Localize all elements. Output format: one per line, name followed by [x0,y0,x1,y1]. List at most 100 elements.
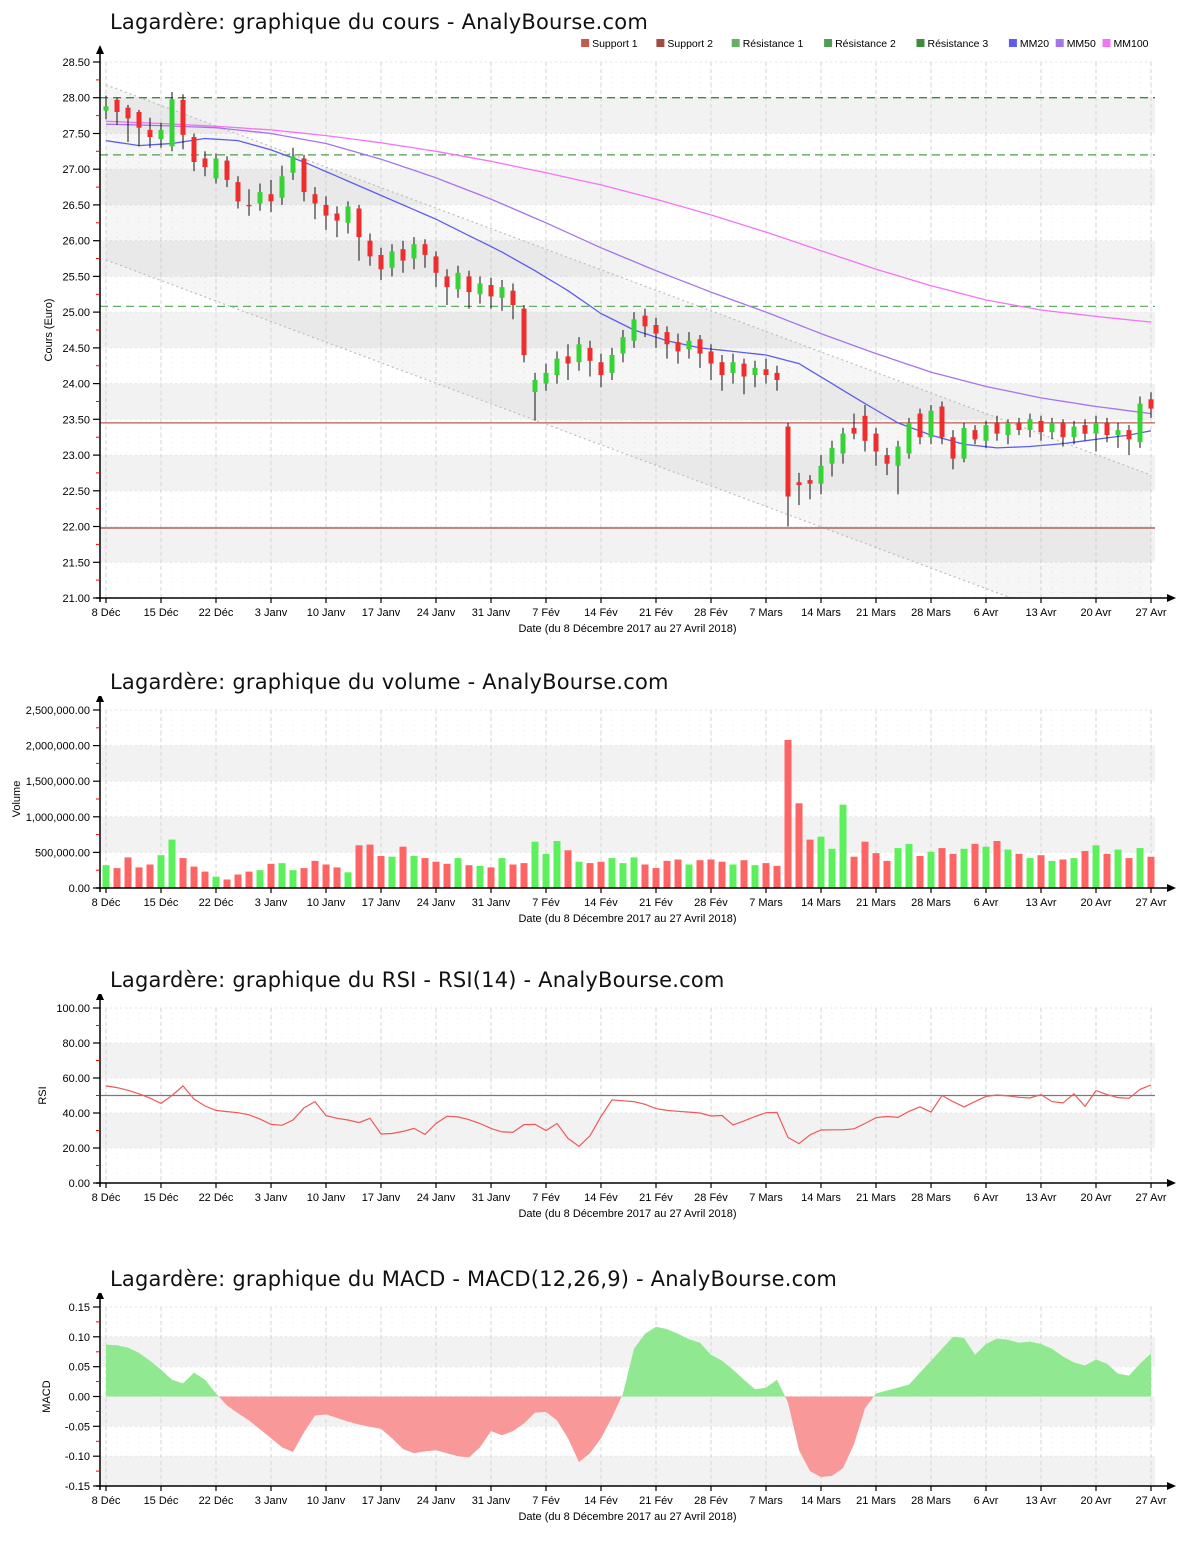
svg-text:7 Mars: 7 Mars [749,607,783,619]
macd-section: Lagardère: graphique du MACD - MACD(12,2… [0,1267,1200,1532]
svg-text:22 Déc: 22 Déc [199,1192,234,1204]
svg-text:28 Mars: 28 Mars [911,897,951,909]
svg-text:25.00: 25.00 [62,307,90,319]
svg-text:6 Avr: 6 Avr [974,1495,999,1507]
mm50-line [105,123,1152,415]
svg-text:21.50: 21.50 [62,557,90,569]
svg-text:MM20: MM20 [1020,38,1049,50]
svg-text:10 Janv: 10 Janv [307,897,346,909]
svg-text:6 Avr: 6 Avr [974,607,999,619]
svg-text:0.00: 0.00 [69,1392,90,1404]
rsi-chart-canvas: 0.00 20.00 40.00 60.00 80.00 100.00 8 Déc 15 Dé… [37,994,1176,1220]
svg-text:80.00: 80.00 [62,1038,90,1050]
svg-text:21.00: 21.00 [62,593,90,605]
svg-text:60.00: 60.00 [62,1073,90,1085]
svg-text:17 Janv: 17 Janv [362,897,401,909]
price-legend: Support 1 Support 2 Résistance 1 Résistance… [581,38,1149,50]
rsi-section: Lagardère: graphique du RSI - RSI(14) - … [0,968,1200,1229]
svg-text:20.00: 20.00 [62,1143,90,1155]
svg-text:20 Avr: 20 Avr [1081,897,1112,909]
svg-text:8 Déc: 8 Déc [92,897,121,909]
rsi-chart-title: Lagardère: graphique du RSI - RSI(14) - … [110,968,725,992]
svg-text:3 Janv: 3 Janv [255,1192,288,1204]
svg-text:1,500,000.00: 1,500,000.00 [26,776,90,788]
svg-text:7 Fév: 7 Fév [532,1495,560,1507]
price-chart: Support 1 Support 2 Résistance 1 Résistance… [0,36,1200,644]
svg-text:10 Janv: 10 Janv [307,1495,346,1507]
svg-text:28.00: 28.00 [62,93,90,105]
svg-text:0.15: 0.15 [69,1302,90,1314]
svg-text:28 Fév: 28 Fév [694,1192,728,1204]
svg-text:500,000.00: 500,000.00 [35,847,90,859]
svg-text:15 Déc: 15 Déc [144,897,179,909]
svg-text:28 Fév: 28 Fév [694,897,728,909]
svg-text:31 Janv: 31 Janv [472,1495,511,1507]
svg-text:27.50: 27.50 [62,129,90,141]
svg-text:17 Janv: 17 Janv [362,607,401,619]
svg-text:27 Avr: 27 Avr [1136,897,1167,909]
svg-text:27.00: 27.00 [62,164,90,176]
svg-text:31 Janv: 31 Janv [472,897,511,909]
svg-text:7 Mars: 7 Mars [749,1495,783,1507]
cours-chart-canvas: Support 1 Support 2 Résistance 1 Résistance… [43,38,1176,635]
svg-text:24.50: 24.50 [62,343,90,355]
svg-text:26.00: 26.00 [62,236,90,248]
svg-text:100.00: 100.00 [56,1003,90,1015]
svg-text:Date (du 8 Décembre 2017 au 27: Date (du 8 Décembre 2017 au 27 Avril 201… [518,1511,736,1523]
svg-text:Date (du 8 Décembre 2017 au 27: Date (du 8 Décembre 2017 au 27 Avril 201… [518,913,736,925]
svg-text:28 Mars: 28 Mars [911,1192,951,1204]
svg-text:MM50: MM50 [1067,38,1096,50]
svg-text:22.50: 22.50 [62,486,90,498]
macd-positive-area [106,1326,1151,1397]
svg-text:Résistance 1: Résistance 1 [743,38,804,50]
svg-text:24 Janv: 24 Janv [417,1495,456,1507]
price-section: Lagardère: graphique du cours - AnalyBou… [0,10,1200,644]
svg-text:7 Fév: 7 Fév [532,897,560,909]
svg-text:7 Fév: 7 Fév [532,1192,560,1204]
volume-bars [102,739,1155,888]
macd-chart-canvas: -0.15 -0.10 -0.05 0.00 0.05 0.10 0.15 8 Déc 15 D… [41,1293,1176,1523]
svg-text:-0.05: -0.05 [65,1421,90,1433]
svg-text:Date (du 8 Décembre 2017 au 27: Date (du 8 Décembre 2017 au 27 Avril 201… [518,623,736,635]
svg-text:28 Fév: 28 Fév [694,1495,728,1507]
svg-text:17 Janv: 17 Janv [362,1495,401,1507]
svg-text:21 Fév: 21 Fév [639,607,673,619]
svg-text:25.50: 25.50 [62,271,90,283]
svg-text:21 Mars: 21 Mars [856,607,896,619]
mm20-line [105,137,1152,449]
svg-text:22 Déc: 22 Déc [199,897,234,909]
svg-text:22 Déc: 22 Déc [199,1495,234,1507]
svg-text:23.00: 23.00 [62,450,90,462]
svg-text:28 Mars: 28 Mars [911,607,951,619]
svg-text:8 Déc: 8 Déc [92,1495,121,1507]
analybourse-page: Lagardère: graphique du cours - AnalyBou… [0,10,1200,1532]
volume-chart: 0.00 500,000.00 1,000,000.00 1,500,000.00 2,… [0,696,1200,934]
svg-text:24 Janv: 24 Janv [417,1192,456,1204]
svg-text:14 Mars: 14 Mars [801,897,841,909]
macd-chart-title: Lagardère: graphique du MACD - MACD(12,2… [110,1267,838,1291]
svg-text:MM100: MM100 [1114,38,1149,50]
svg-text:15 Déc: 15 Déc [144,607,179,619]
svg-text:1,000,000.00: 1,000,000.00 [26,812,90,824]
svg-text:13 Avr: 13 Avr [1026,607,1057,619]
svg-text:27 Avr: 27 Avr [1136,1192,1167,1204]
svg-text:24 Janv: 24 Janv [417,897,456,909]
price-chart-title: Lagardère: graphique du cours - AnalyBou… [110,10,648,34]
svg-text:40.00: 40.00 [62,1108,90,1120]
svg-text:6 Avr: 6 Avr [974,1192,999,1204]
svg-text:22.00: 22.00 [62,522,90,534]
svg-text:21 Mars: 21 Mars [856,1495,896,1507]
svg-text:21 Fév: 21 Fév [639,897,673,909]
volume-chart-canvas: 0.00 500,000.00 1,000,000.00 1,500,000.00 2,… [11,696,1176,925]
svg-text:6 Avr: 6 Avr [974,897,999,909]
svg-text:0.10: 0.10 [69,1332,90,1344]
support-lines [100,422,1155,529]
svg-text:3 Janv: 3 Janv [255,607,288,619]
svg-text:Résistance 2: Résistance 2 [835,38,896,50]
svg-text:Résistance 3: Résistance 3 [928,38,989,50]
volume-chart-title: Lagardère: graphique du volume - AnalyBo… [110,670,669,694]
svg-text:8 Déc: 8 Déc [92,607,121,619]
svg-text:24.00: 24.00 [62,379,90,391]
svg-text:31 Janv: 31 Janv [472,1192,511,1204]
svg-text:21 Fév: 21 Fév [639,1495,673,1507]
